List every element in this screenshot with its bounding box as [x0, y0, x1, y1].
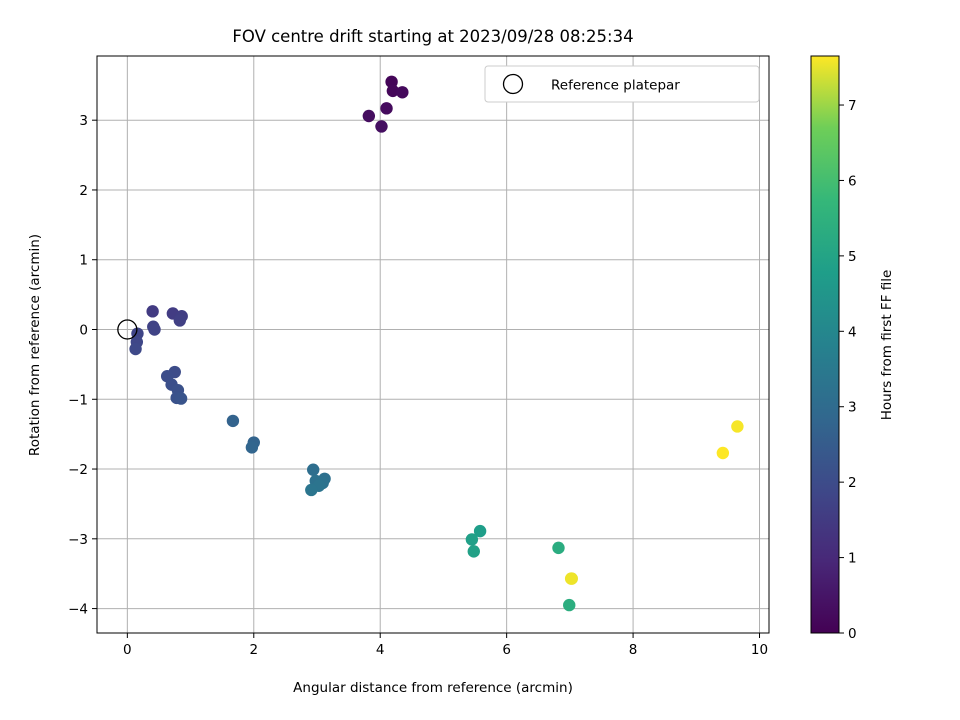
colorbar-tick-label: 1: [848, 551, 857, 567]
colorbar-tick-label: 2: [848, 475, 857, 491]
scatter-point: [148, 323, 161, 336]
scatter-point: [385, 75, 398, 89]
y-tick-label: −2: [68, 462, 88, 478]
scatter-point: [173, 314, 187, 327]
scatter-point: [716, 446, 730, 460]
data-points: [129, 75, 744, 612]
scatter-point: [307, 463, 320, 476]
scatter-point: [386, 84, 400, 98]
scatter-point: [473, 524, 487, 538]
colorbar-label: Hours from first FF file: [879, 270, 895, 421]
x-axis-ticks: 0 2 4 6 8 10: [123, 633, 768, 658]
colorbar-gradient: [810, 55, 840, 634]
y-tick-label: 3: [79, 113, 88, 129]
colorbar-tick-label: 3: [848, 400, 857, 416]
scatter-point: [146, 305, 159, 318]
scatter-point: [380, 102, 393, 115]
y-tick-label: 0: [79, 322, 88, 338]
x-tick-label: 4: [376, 642, 385, 658]
scatter-point: [174, 392, 188, 405]
y-tick-label: 2: [79, 183, 88, 199]
y-tick-label: −4: [68, 602, 88, 618]
scatter-point: [465, 533, 479, 546]
colorbar: 0 1 2 3 4 5 6 7 Hours from first FF file: [810, 55, 895, 642]
y-axis-label: Rotation from reference (arcmin): [27, 234, 43, 456]
legend-entry-label: Reference platepar: [551, 78, 680, 94]
x-axis-label: Angular distance from reference (arcmin): [293, 680, 573, 696]
plot-frame: [96, 55, 770, 634]
scatter-point: [564, 572, 578, 585]
legend-box: [484, 65, 760, 103]
scatter-point: [375, 120, 388, 133]
chart-title: FOV centre drift starting at 2023/09/28 …: [232, 27, 633, 46]
x-tick-label: 8: [629, 642, 638, 658]
colorbar-tick-label: 5: [848, 249, 857, 265]
scatter-point: [245, 441, 259, 454]
x-tick-label: 10: [751, 642, 768, 658]
scatter-point: [731, 420, 744, 433]
reference-marker-group: [117, 319, 138, 340]
colorbar-tick-label: 7: [848, 98, 857, 114]
scatter-point: [226, 414, 240, 428]
x-tick-label: 6: [502, 642, 511, 658]
y-axis-ticks: −4 −3 −2 −1 0 1 2 3: [68, 113, 97, 618]
colorbar-tick-label: 6: [848, 173, 857, 189]
scatter-point: [362, 109, 376, 123]
scatter-point: [129, 342, 142, 356]
scatter-point: [396, 86, 409, 99]
scatter-point: [552, 541, 565, 555]
reference-platepar-marker: [117, 319, 138, 340]
y-tick-label: −1: [68, 392, 88, 408]
legend: Reference platepar: [484, 65, 760, 103]
grid-lines: [97, 56, 769, 633]
y-tick-label: 1: [79, 253, 88, 269]
scatter-point: [563, 598, 576, 612]
colorbar-tick-label: 0: [848, 626, 857, 642]
scatter-point: [467, 545, 480, 558]
legend-reference-marker-icon: [502, 73, 524, 95]
x-tick-label: 0: [123, 642, 132, 658]
colorbar-tick-label: 4: [848, 324, 857, 340]
scatter-point: [305, 483, 318, 497]
y-tick-label: −3: [68, 532, 88, 548]
colorbar-ticks: 0 1 2 3 4 5 6 7: [839, 98, 857, 642]
x-tick-label: 2: [249, 642, 258, 658]
